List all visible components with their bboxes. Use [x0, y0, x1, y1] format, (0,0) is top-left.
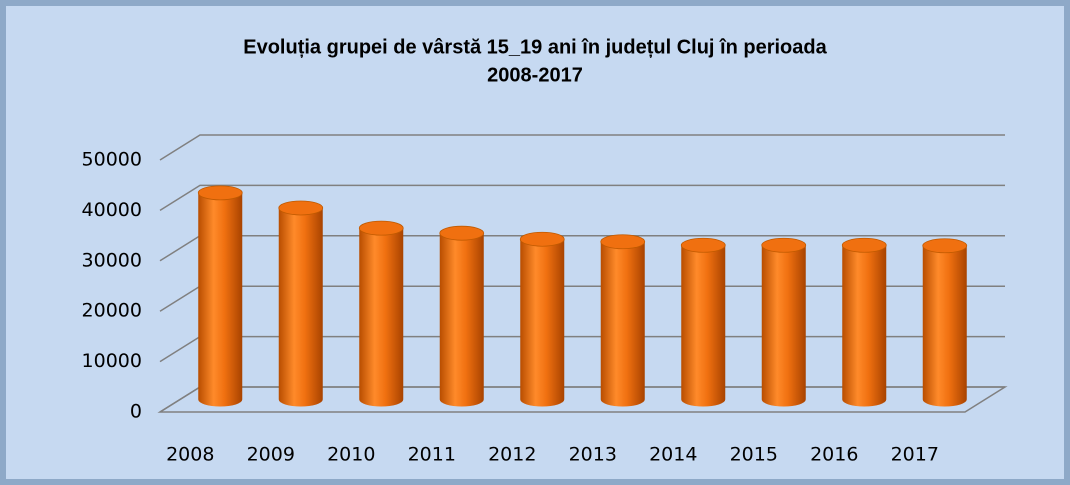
- bar: [278, 200, 324, 407]
- bar-body: [198, 192, 243, 407]
- bar-body: [439, 233, 484, 407]
- bar: [519, 231, 565, 407]
- grid-line: [159, 134, 1005, 161]
- bar: [358, 220, 404, 407]
- bar-body: [761, 245, 806, 407]
- bar-top: [519, 231, 565, 247]
- bar-top: [358, 220, 404, 236]
- bar-body: [278, 207, 323, 407]
- x-tick-label: 2008: [166, 444, 214, 466]
- bar-top: [439, 225, 485, 241]
- x-tick-label: 2009: [247, 444, 295, 466]
- chart-title: Evoluția grupei de vârstă 15_19 ani în j…: [243, 36, 827, 58]
- y-tick-label: 0: [130, 401, 142, 423]
- bar-body: [922, 245, 967, 407]
- x-tick-label: 2010: [327, 444, 375, 466]
- bar-top: [278, 200, 324, 216]
- x-tick-label: 2015: [730, 444, 778, 466]
- y-tick-label: 30000: [82, 249, 142, 271]
- bar-top: [680, 237, 726, 253]
- bar-top: [197, 185, 243, 201]
- y-tick-label: 20000: [82, 300, 142, 322]
- bar-top: [841, 237, 887, 253]
- bar: [600, 234, 646, 407]
- x-tick-label: 2017: [891, 444, 939, 466]
- bar-body: [842, 245, 887, 407]
- bar: [439, 225, 485, 407]
- y-tick-label: 40000: [82, 199, 142, 221]
- x-tick-label: 2016: [810, 444, 858, 466]
- x-tick-label: 2012: [488, 444, 536, 466]
- y-tick-label: 10000: [82, 350, 142, 372]
- bar: [197, 185, 243, 407]
- bar: [841, 237, 887, 407]
- bar-top: [922, 238, 968, 254]
- bar-body: [359, 228, 404, 407]
- bar: [922, 238, 968, 407]
- bar-top: [761, 237, 807, 253]
- bar: [761, 237, 807, 407]
- bar-body: [520, 239, 565, 407]
- x-tick-label: 2011: [408, 444, 456, 466]
- bar-top: [600, 234, 646, 250]
- bar-body: [681, 245, 726, 407]
- bar: [680, 237, 726, 407]
- y-tick-label: 50000: [82, 149, 142, 171]
- bar-body: [600, 241, 645, 407]
- chart-title: 2008-2017: [487, 64, 583, 86]
- grid-line: [159, 184, 1005, 212]
- x-tick-label: 2013: [569, 444, 617, 466]
- x-tick-label: 2014: [649, 444, 697, 466]
